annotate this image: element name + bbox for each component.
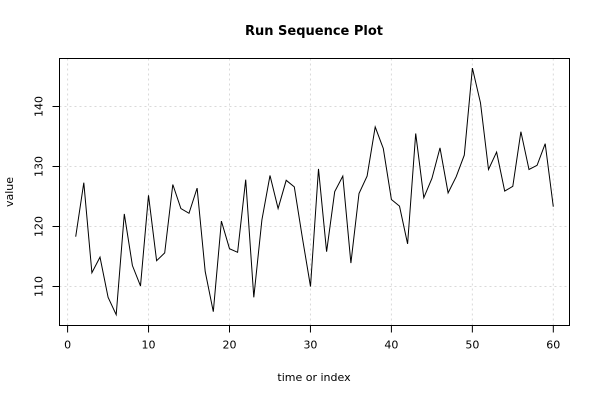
x-tick-label: 30	[303, 339, 317, 352]
y-tick-label: 110	[33, 276, 46, 297]
grid-lines	[59, 58, 570, 326]
x-tick-label: 50	[465, 339, 479, 352]
x-tick-label: 20	[223, 339, 237, 352]
x-tick-label: 10	[142, 339, 156, 352]
chart-title: Run Sequence Plot	[245, 24, 383, 39]
series-line	[75, 67, 554, 317]
y-tick-label: 120	[33, 216, 46, 237]
x-tick-label: 60	[546, 339, 560, 352]
y-axis: 110 120 130 140	[33, 96, 60, 297]
y-tick-label: 130	[33, 156, 46, 177]
y-tick-label: 140	[33, 96, 46, 117]
plot-frame	[59, 58, 570, 326]
x-tick-label: 40	[384, 339, 398, 352]
x-axis: 0 10 20 30 40 50 60	[64, 325, 560, 352]
x-tick-label: 0	[64, 339, 71, 352]
y-axis-label: value	[3, 177, 16, 207]
x-axis-label: time or index	[277, 371, 351, 384]
